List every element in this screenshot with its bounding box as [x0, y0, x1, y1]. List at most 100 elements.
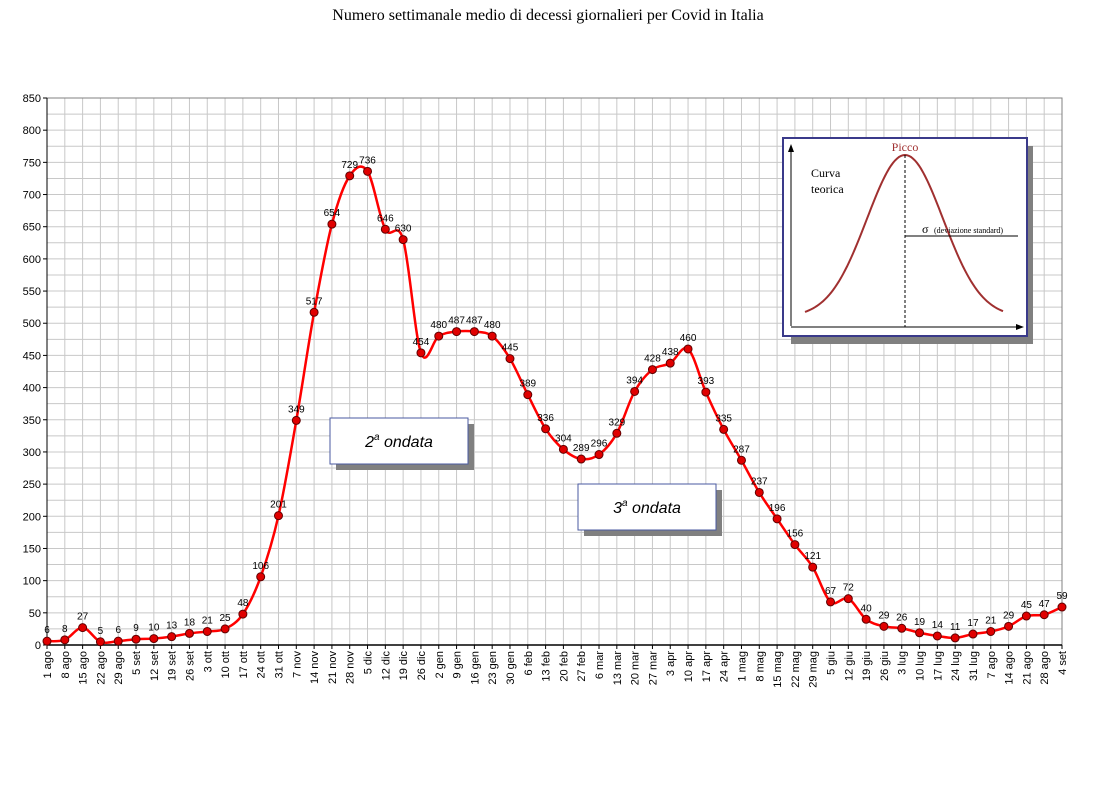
data-label: 21	[985, 615, 997, 626]
x-tick-label: 7 nov	[291, 651, 303, 678]
data-point	[42, 636, 52, 646]
data-point	[790, 540, 800, 550]
grid	[46, 97, 1063, 646]
y-tick-label: 0	[35, 640, 41, 652]
data-point	[594, 450, 604, 460]
x-tick-label: 15 mag	[772, 651, 784, 688]
data-label: 460	[680, 333, 697, 344]
data-point	[60, 635, 70, 645]
data-label: 106	[252, 561, 269, 572]
data-label: 45	[1021, 600, 1033, 611]
x-tick-label: 8 ago	[60, 651, 72, 679]
data-label: 736	[359, 155, 376, 166]
x-tick-label: 14 ago	[1004, 651, 1016, 685]
data-label: 48	[237, 598, 249, 609]
data-point	[309, 307, 319, 317]
data-point	[1057, 602, 1067, 612]
x-tick-label: 1 ago	[42, 651, 54, 679]
y-tick-label: 850	[23, 93, 41, 105]
y-tick-label: 800	[23, 125, 41, 137]
data-label: 445	[502, 343, 519, 354]
x-tick-label: 20 mar	[630, 651, 642, 686]
x-tick-label: 26 dic	[416, 651, 428, 681]
data-label: 19	[914, 617, 926, 628]
x-tick-label: 13 mar	[612, 651, 624, 686]
series	[42, 165, 1067, 647]
y-tick-label: 250	[23, 479, 41, 491]
data-point	[915, 628, 925, 638]
x-tick-labels: 1 ago 8 ago 15 ago 22 ago 29 ago 5 set 12 set 1…	[42, 651, 1069, 688]
data-label: 630	[395, 224, 412, 235]
data-point	[772, 514, 782, 524]
data-point	[523, 390, 533, 400]
data-label: 237	[751, 476, 768, 487]
x-tick-label: 31 lug	[968, 651, 980, 681]
y-tick-label: 650	[23, 222, 41, 234]
x-tick-label: 9 gen	[452, 651, 464, 679]
inset-sigma-label: (deviazione standard)	[934, 226, 1003, 235]
y-tick-label: 150	[23, 543, 41, 555]
x-tick-label: 20 feb	[558, 651, 570, 682]
svg-text:2a ondata: 2a ondata	[364, 432, 433, 451]
data-label: 29	[1003, 610, 1015, 621]
data-label: 5	[98, 626, 104, 637]
inset-theoretical-curve: Curva teorica Picco σ (deviazione standa…	[782, 137, 1033, 344]
data-point	[184, 628, 194, 638]
x-tick-label: 3 apr	[665, 651, 677, 676]
y-tick-label: 550	[23, 286, 41, 298]
x-tick-label: 6 feb	[523, 651, 535, 675]
y-tick-label: 600	[23, 254, 41, 266]
x-tick-label: 3 ott	[202, 651, 214, 672]
y-tick-label: 450	[23, 350, 41, 362]
data-point	[665, 358, 675, 368]
data-label: 304	[555, 433, 572, 444]
data-point	[630, 386, 640, 396]
data-point	[861, 614, 871, 624]
data-label: 10	[148, 623, 160, 634]
data-label: 14	[932, 620, 944, 631]
x-tick-label: 26 set	[184, 651, 196, 681]
y-tick-label: 500	[23, 318, 41, 330]
data-label: 6	[44, 625, 50, 636]
data-label: 196	[769, 503, 786, 514]
data-point	[202, 626, 212, 636]
data-label: 8	[62, 624, 68, 635]
data-label: 72	[843, 583, 855, 594]
y-tick-label: 700	[23, 190, 41, 202]
x-tick-label: 29 ago	[113, 651, 125, 685]
data-point	[505, 354, 515, 364]
x-tick-label: 12 giu	[843, 651, 855, 681]
x-tick-label: 5 set	[131, 651, 143, 675]
data-label: 329	[608, 417, 625, 428]
x-tick-label: 14 nov	[309, 651, 321, 685]
data-label: 121	[804, 551, 821, 562]
x-tick-label: 12 set	[149, 651, 161, 681]
data-point	[754, 487, 764, 497]
data-label: 487	[466, 316, 483, 327]
x-tick-label: 21 ago	[1021, 651, 1033, 685]
svg-text:3a ondata: 3a ondata	[613, 498, 681, 517]
x-tick-label: 6 mar	[594, 651, 606, 679]
x-tick-label: 19 set	[167, 651, 179, 681]
data-label: 393	[698, 376, 715, 387]
y-tick-label: 200	[23, 511, 41, 523]
x-tick-label: 2 gen	[434, 651, 446, 679]
data-label: 480	[430, 320, 447, 331]
data-point	[808, 562, 818, 572]
data-label: 25	[220, 613, 232, 624]
inset-peak-label: Picco	[892, 140, 919, 154]
annotation-3a-ondata: 3a ondata	[577, 483, 722, 536]
y-tick-label: 750	[23, 157, 41, 169]
x-tick-label: 12 dic	[380, 651, 392, 681]
data-label: 17	[967, 618, 979, 629]
data-point	[363, 166, 373, 176]
x-tick-label: 28 nov	[345, 651, 357, 685]
data-point	[647, 365, 657, 375]
data-point	[950, 633, 960, 643]
x-tick-label: 24 apr	[719, 651, 731, 683]
data-label: 336	[537, 413, 554, 424]
data-point	[131, 634, 141, 644]
data-point	[1039, 610, 1049, 620]
